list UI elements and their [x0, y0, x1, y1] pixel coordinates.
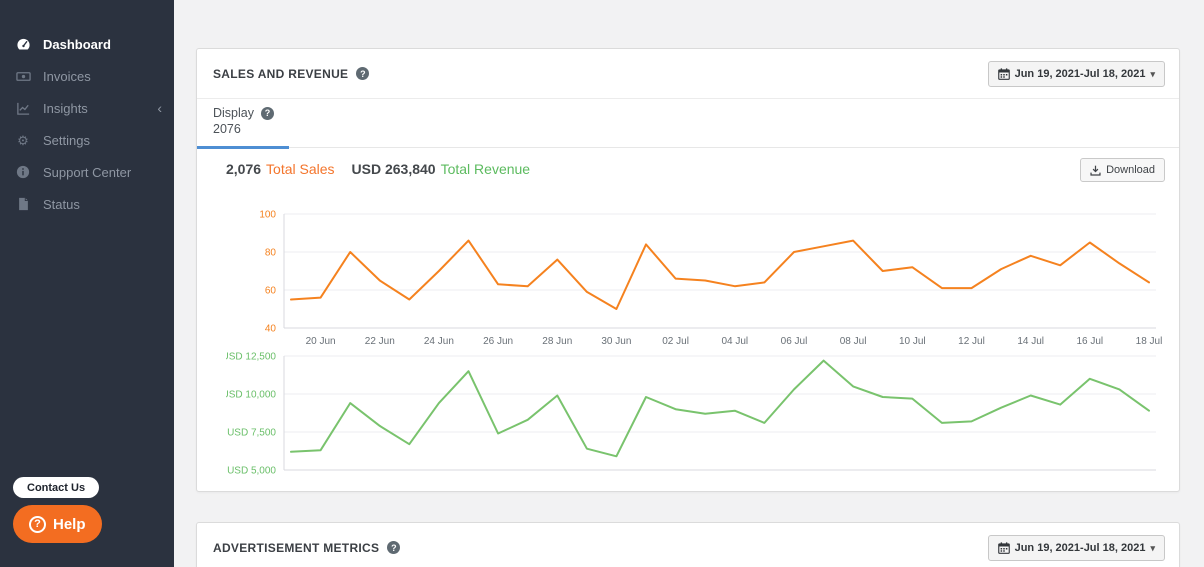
help-icon[interactable]: ? — [387, 541, 401, 554]
money-bill-icon — [15, 68, 31, 84]
x-tick-label: 20 Jun — [306, 336, 336, 347]
question-circle-icon: ? — [29, 515, 46, 533]
sidebar-item-label: Invoices — [43, 68, 91, 84]
help-button-label: Help — [53, 515, 86, 533]
sidebar-item-label: Support Center — [43, 164, 132, 180]
total-revenue-value: USD 263,840 — [351, 161, 436, 177]
sales-line-chart: 100 80 60 40 20 Jun 22 Jun 24 Jun 26 Jun 28 Jun 3… — [226, 207, 1166, 349]
sidebar-item-label: Dashboard — [43, 36, 111, 52]
x-tick-label: 26 Jun — [483, 336, 513, 347]
totals-row: 2,076 Total Sales USD 263,840 Total Reve… — [226, 161, 530, 177]
help-icon[interactable]: ? — [356, 67, 370, 80]
info-circle-icon — [15, 164, 31, 180]
file-icon — [15, 196, 31, 212]
chart-line-icon — [15, 100, 31, 116]
tab-bar: Display ? 2076 — [197, 99, 1179, 149]
x-tick-label: 08 Jul — [840, 336, 867, 347]
calendar-icon — [997, 542, 1010, 554]
caret-down-icon: ▾ — [1150, 542, 1155, 553]
sales-revenue-card: SALES AND REVENUE ? Jun 19, 2021-Jul 18,… — [196, 48, 1180, 492]
chevron-left-icon[interactable]: ‹ — [157, 100, 162, 116]
y-tick-label: USD 7,500 — [227, 428, 276, 439]
y-tick-label: 80 — [265, 248, 277, 259]
sidebar-item-insights[interactable]: Insights ‹ — [0, 92, 174, 124]
y-tick-label: 40 — [265, 324, 277, 335]
x-tick-label: 28 Jun — [542, 336, 572, 347]
download-icon — [1090, 165, 1101, 176]
sidebar-item-label: Status — [43, 196, 80, 212]
date-range-picker[interactable]: Jun 19, 2021-Jul 18, 2021 ▾ — [987, 535, 1165, 561]
date-range-label: Jun 19, 2021-Jul 18, 2021 — [1014, 542, 1146, 554]
sales-chart-svg: 100 80 60 40 20 Jun 22 Jun 24 Jun 26 Jun 28 Jun 3… — [259, 210, 1163, 348]
download-button[interactable]: Download — [1080, 158, 1165, 182]
sales-card-title: SALES AND REVENUE — [213, 66, 349, 81]
sidebar-nav: Dashboard Invoices Insights ‹ ⚙ Settings… — [0, 0, 174, 220]
x-tick-label: 16 Jul — [1076, 336, 1103, 347]
x-tick-label: 24 Jun — [424, 336, 454, 347]
x-tick-label: 10 Jul — [899, 336, 926, 347]
y-tick-label: 100 — [259, 210, 276, 221]
x-tick-label: 30 Jun — [601, 336, 631, 347]
sidebar-item-settings[interactable]: ⚙ Settings — [0, 124, 174, 156]
date-range-label: Jun 19, 2021-Jul 18, 2021 — [1014, 68, 1146, 80]
download-button-label: Download — [1106, 164, 1155, 176]
sales-card-body: 2,076 Total Sales USD 263,840 Total Reve… — [197, 148, 1179, 492]
sidebar-item-status[interactable]: Status — [0, 188, 174, 220]
sidebar-item-label: Settings — [43, 132, 90, 148]
ads-card-header: ADVERTISEMENT METRICS ? Jun 19, 2021-Jul… — [197, 523, 1179, 567]
x-tick-label: 14 Jul — [1017, 336, 1044, 347]
y-tick-label: USD 12,500 — [226, 352, 276, 363]
sales-card-header: SALES AND REVENUE ? Jun 19, 2021-Jul 18,… — [197, 49, 1179, 99]
caret-down-icon: ▾ — [1150, 68, 1155, 79]
gear-icon: ⚙ — [17, 132, 29, 148]
x-tick-label: 12 Jul — [958, 336, 985, 347]
tab-display-2076[interactable]: Display ? 2076 — [197, 99, 289, 149]
contact-us-button[interactable]: Contact Us — [13, 477, 100, 498]
tab-sublabel: 2076 — [213, 122, 241, 136]
sidebar-item-dashboard[interactable]: Dashboard — [0, 28, 174, 60]
x-tick-label: 02 Jul — [662, 336, 689, 347]
gauge-icon — [15, 36, 31, 52]
x-tick-label: 22 Jun — [365, 336, 395, 347]
revenue-chart-svg: USD 12,500 USD 10,000 USD 7,500 USD 5,000 — [226, 352, 1156, 476]
sidebar-item-invoices[interactable]: Invoices — [0, 60, 174, 92]
date-range-picker[interactable]: Jun 19, 2021-Jul 18, 2021 ▾ — [987, 61, 1165, 87]
help-button[interactable]: ? Help — [13, 505, 102, 543]
total-sales-value: 2,076 — [226, 161, 262, 177]
x-tick-label: 04 Jul — [721, 336, 748, 347]
help-icon[interactable]: ? — [261, 106, 274, 120]
x-tick-label: 06 Jul — [781, 336, 808, 347]
advertisement-metrics-card: ADVERTISEMENT METRICS ? Jun 19, 2021-Jul… — [196, 522, 1180, 567]
calendar-icon — [997, 68, 1010, 80]
sidebar-item-support-center[interactable]: Support Center — [0, 156, 174, 188]
total-revenue-label: Total Revenue — [440, 161, 531, 177]
y-tick-label: USD 5,000 — [227, 466, 276, 476]
sidebar: Dashboard Invoices Insights ‹ ⚙ Settings… — [0, 0, 174, 567]
total-sales-label: Total Sales — [266, 161, 335, 177]
x-tick-label: 18 Jul — [1136, 336, 1163, 347]
revenue-line-chart: USD 12,500 USD 10,000 USD 7,500 USD 5,000 — [226, 349, 1166, 475]
ads-card-title: ADVERTISEMENT METRICS — [213, 540, 380, 555]
series-line — [290, 359, 1150, 458]
sidebar-item-label: Insights — [43, 100, 88, 116]
series-line — [290, 239, 1150, 310]
y-tick-label: 60 — [265, 286, 277, 297]
y-tick-label: USD 10,000 — [226, 390, 276, 401]
tab-label: Display — [213, 106, 254, 120]
